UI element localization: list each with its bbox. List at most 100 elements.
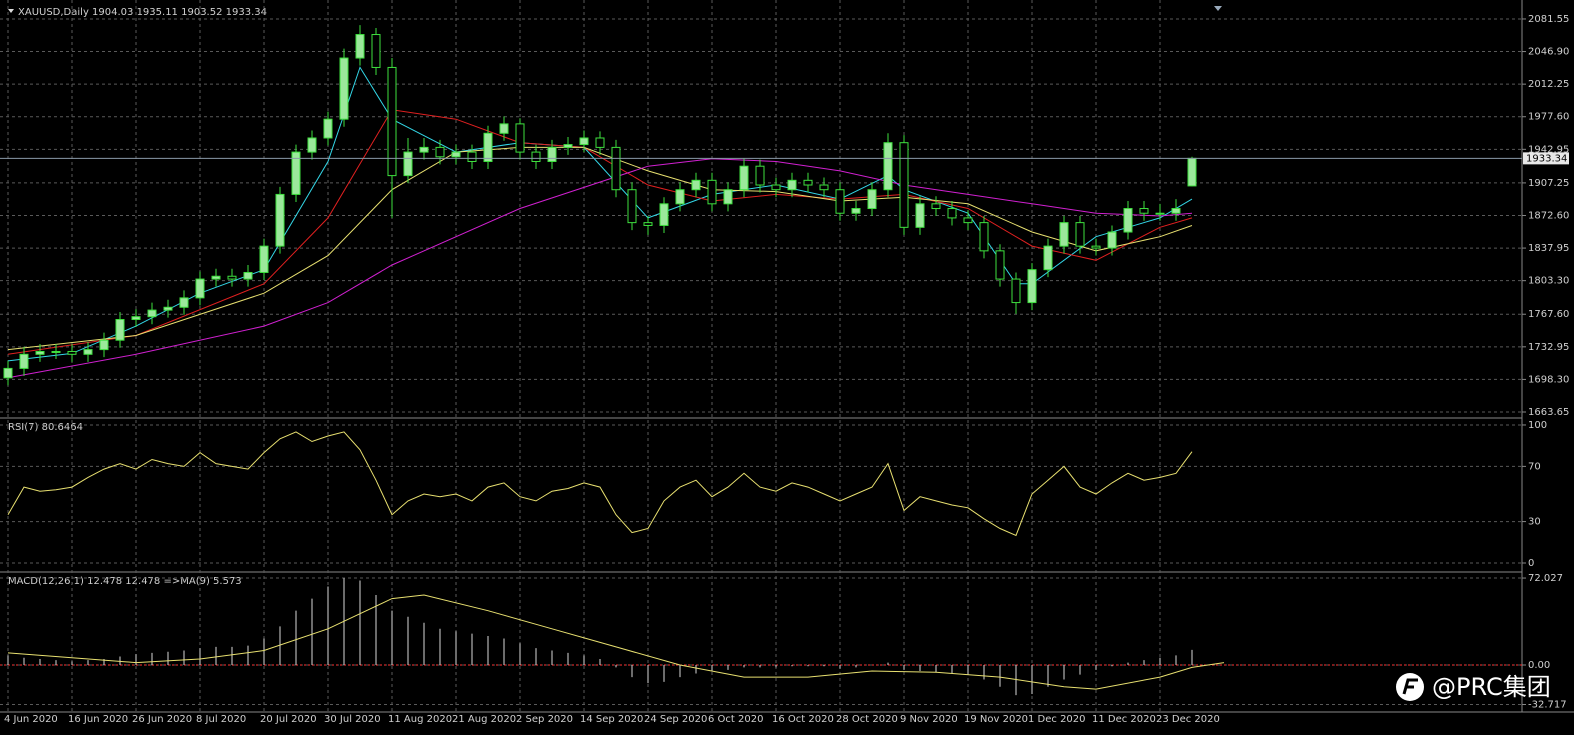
candle-body [595, 137, 605, 148]
candle-body [643, 222, 653, 226]
candle-body [1187, 157, 1197, 187]
candle-body [259, 245, 269, 273]
candle-body [1011, 278, 1021, 304]
candle-body [243, 271, 253, 280]
candle-body [1027, 269, 1037, 304]
candle-body [211, 275, 221, 280]
candle-body [1171, 208, 1181, 214]
y-tick-label: 0.00 [1528, 660, 1550, 671]
y-tick-label: 1942.95 [1528, 144, 1569, 155]
candle-body [195, 278, 205, 299]
y-tick-label: 1663.65 [1528, 407, 1569, 418]
watermark-text: @PRC集团 [1432, 673, 1551, 701]
logo-mark [1402, 678, 1418, 695]
candle-body [627, 189, 637, 224]
candle-body [339, 57, 349, 120]
candle-body [947, 208, 957, 219]
current-price-box [1523, 152, 1569, 165]
menu-arrow [8, 9, 14, 13]
x-tick-label: 23 Dec 2020 [1156, 714, 1220, 725]
x-tick-label: 9 Nov 2020 [900, 714, 958, 725]
candle-body [851, 208, 861, 214]
y-tick-label: 2046.90 [1528, 47, 1569, 58]
y-tick-label: -32.717 [1528, 700, 1567, 711]
candle-body [1059, 222, 1069, 247]
candle-body [899, 142, 909, 228]
rsi-line [7, 431, 1193, 537]
candle-body [323, 118, 333, 139]
candle-body [659, 203, 669, 226]
x-tick-label: 24 Sep 2020 [644, 714, 707, 725]
x-tick-label: 8 Jul 2020 [196, 714, 246, 725]
y-tick-label: 1907.25 [1528, 178, 1569, 189]
signal-line [7, 594, 1225, 690]
candle-body [707, 179, 717, 205]
candle-body [835, 189, 845, 214]
candle-body [435, 146, 445, 158]
candle-body [819, 184, 829, 191]
candle-body [451, 151, 461, 158]
candle-body [67, 350, 77, 355]
candle-body [291, 151, 301, 195]
chart-title: XAUUSD,Daily 1904.03 1935.11 1903.52 193… [18, 7, 267, 18]
candle-body [1123, 208, 1133, 233]
y-tick-label: 1698.30 [1528, 374, 1569, 385]
candle-body [147, 309, 157, 318]
x-tick-label: 30 Jul 2020 [324, 714, 381, 725]
x-tick-label: 11 Dec 2020 [1092, 714, 1156, 725]
candle-body [803, 179, 813, 186]
candle-body [1091, 245, 1101, 249]
moving-average [7, 146, 1193, 351]
candle-body [1155, 212, 1165, 215]
y-tick-label: 1767.60 [1528, 309, 1569, 320]
candle-body [979, 222, 989, 252]
candle-body [691, 179, 701, 191]
y-tick-label: 100 [1528, 420, 1547, 431]
y-tick-label: 0 [1528, 558, 1534, 569]
candle-body [515, 123, 525, 153]
y-tick-label: 30 [1528, 517, 1541, 528]
x-tick-label: 21 Aug 2020 [452, 714, 516, 725]
candle-body [739, 165, 749, 191]
y-tick-label: 1977.60 [1528, 112, 1569, 123]
candle-body [163, 306, 173, 311]
macd-title: MACD(12,26,1) 12.478 12.478 =>MA(9) 5.57… [8, 576, 242, 587]
x-tick-label: 1 Dec 2020 [1028, 714, 1086, 725]
candle-body [275, 193, 285, 247]
candle-body [1043, 245, 1053, 271]
current-price-label: 1933.34 [1526, 153, 1567, 164]
y-tick-label: 72.027 [1528, 573, 1563, 584]
candle-body [499, 123, 509, 134]
candle-body [387, 66, 397, 177]
candle-body [723, 189, 733, 205]
candle-body [467, 151, 477, 162]
candle-body [755, 165, 765, 186]
candle-body [931, 203, 941, 210]
candle-body [547, 146, 557, 162]
rsi-title: RSI(7) 80.6464 [8, 422, 83, 433]
candle-body [867, 189, 877, 210]
x-tick-label: 11 Aug 2020 [388, 714, 452, 725]
candle-body [1107, 231, 1117, 249]
y-tick-label: 70 [1528, 461, 1541, 472]
shift-marker [1214, 6, 1222, 11]
candle-body [3, 367, 13, 379]
candle-body [531, 151, 541, 162]
candle-body [419, 146, 429, 153]
y-tick-label: 1732.95 [1528, 342, 1569, 353]
x-tick-label: 6 Oct 2020 [708, 714, 763, 725]
candle-body [19, 353, 29, 369]
watermark: @PRC集团 [1396, 673, 1551, 701]
candle-body [883, 142, 893, 191]
y-tick-label: 1837.95 [1528, 243, 1569, 254]
candle-body [355, 34, 365, 59]
x-tick-label: 26 Jun 2020 [132, 714, 192, 725]
candle-body [787, 179, 797, 191]
candle-body [563, 144, 573, 148]
x-tick-label: 19 Nov 2020 [964, 714, 1028, 725]
candle-body [675, 189, 685, 205]
candle-body [1139, 208, 1149, 214]
x-tick-label: 4 Jun 2020 [4, 714, 58, 725]
x-tick-label: 2 Sep 2020 [516, 714, 573, 725]
